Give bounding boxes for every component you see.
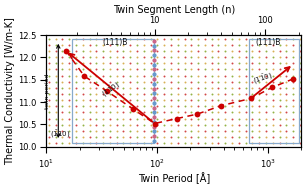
Text: (111)B: (111)B xyxy=(256,38,281,47)
Bar xyxy=(72,39,154,143)
Bar xyxy=(249,39,299,143)
Text: $(\bar{1}10)$: $(\bar{1}10)$ xyxy=(50,129,70,140)
X-axis label: Twin Period [Å]: Twin Period [Å] xyxy=(138,172,210,184)
Text: $(1\bar{1}0)$: $(1\bar{1}0)$ xyxy=(251,70,274,87)
Y-axis label: Thermal Conductivity [W/m-K]: Thermal Conductivity [W/m-K] xyxy=(5,17,15,165)
Text: (111)B: (111)B xyxy=(102,38,128,47)
X-axis label: Twin Segment Length (n): Twin Segment Length (n) xyxy=(113,5,235,15)
Text: $(1\bar{1}0)$: $(1\bar{1}0)$ xyxy=(99,79,122,100)
Text: twin period: twin period xyxy=(45,73,50,109)
